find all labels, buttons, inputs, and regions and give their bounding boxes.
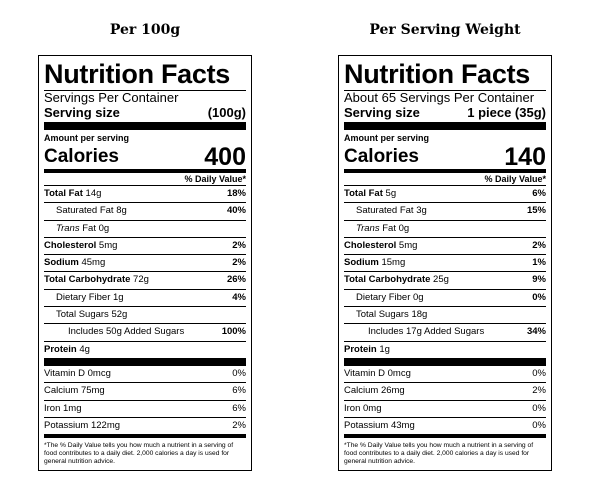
serving-size-row: Serving size 1 piece (35g) — [344, 105, 546, 120]
amount-per-serving: Amount per serving — [344, 133, 430, 143]
vitamin-row-potassium: Potassium 122mg 2% — [44, 416, 246, 434]
serving-size-value: (100g) — [207, 105, 246, 120]
calories-value: 400 — [204, 143, 246, 171]
nutrient-row-trans-fat: Trans Fat 0g — [344, 219, 546, 237]
nutrient-row-total-fat: Total Fat 14g 18% — [44, 185, 246, 202]
calories-label: Calories — [44, 146, 119, 167]
calories-row: Calories 400 — [44, 143, 246, 171]
nutrient-row-sodium: Sodium 15mg 1% — [344, 254, 546, 271]
serving-size-label: Serving size — [44, 105, 120, 120]
nutrition-label-per-100g: Nutrition Facts Servings Per Container S… — [38, 55, 252, 471]
daily-value-header: % Daily Value* — [484, 174, 546, 184]
vitamin-row-iron: Iron 0mg 0% — [344, 399, 546, 417]
footnote: *The % Daily Value tells you how much a … — [344, 442, 534, 466]
label-title: Nutrition Facts — [44, 59, 231, 89]
vitamin-row-calcium: Calcium 26mg 2% — [344, 382, 546, 399]
nutrient-row-added-sugars: Includes 50g Added Sugars 100% — [44, 323, 246, 340]
nutrient-row-fiber: Dietary Fiber 1g 4% — [44, 288, 246, 306]
footnote: *The % Daily Value tells you how much a … — [44, 442, 234, 466]
nutrient-row-total-fat: Total Fat 5g 6% — [344, 185, 546, 202]
vitamin-row-calcium: Calcium 75mg 6% — [44, 382, 246, 399]
vitamin-row-vitamin-d: Vitamin D 0mcg 0% — [344, 367, 546, 379]
nutrient-row-trans-fat: Trans Fat 0g — [44, 219, 246, 237]
nutrient-row-fiber: Dietary Fiber 0g 0% — [344, 288, 546, 306]
amount-per-serving: Amount per serving — [44, 133, 130, 143]
servings-per-container: Servings Per Container — [44, 90, 179, 105]
serving-size-label: Serving size — [344, 105, 420, 120]
nutrient-row-added-sugars: Includes 17g Added Sugars 34% — [344, 323, 546, 340]
calories-label: Calories — [344, 146, 419, 167]
servings-per-container: About 65 Servings Per Container — [344, 90, 535, 105]
nutrient-row-protein: Protein 1g — [344, 340, 546, 358]
calories-value: 140 — [504, 143, 546, 171]
nutrient-row-sodium: Sodium 45mg 2% — [44, 254, 246, 271]
vitamin-row-potassium: Potassium 43mg 0% — [344, 416, 546, 434]
daily-value-header: % Daily Value* — [184, 174, 246, 184]
nutrient-row-protein: Protein 4g — [44, 340, 246, 358]
nutrient-row-carbohydrate: Total Carbohydrate 25g 9% — [344, 271, 546, 288]
right-heading: Per Serving Weight — [369, 22, 521, 38]
nutrient-row-sugars: Total Sugars 52g — [44, 306, 246, 323]
label-title: Nutrition Facts — [344, 59, 531, 89]
nutrient-row-cholesterol: Cholesterol 5mg 2% — [44, 236, 246, 254]
serving-size-row: Serving size (100g) — [44, 105, 246, 120]
nutrient-row-saturated-fat: Saturated Fat 3g 15% — [344, 202, 546, 219]
vitamin-row-vitamin-d: Vitamin D 0mcg 0% — [44, 367, 246, 379]
vitamin-row-iron: Iron 1mg 6% — [44, 399, 246, 417]
nutrient-row-saturated-fat: Saturated Fat 8g 40% — [44, 202, 246, 219]
left-heading: Per 100g — [109, 22, 181, 38]
serving-size-value: 1 piece (35g) — [467, 105, 546, 120]
calories-row: Calories 140 — [344, 143, 546, 171]
nutrient-row-sugars: Total Sugars 18g — [344, 306, 546, 323]
nutrient-row-cholesterol: Cholesterol 5mg 2% — [344, 236, 546, 254]
nutrient-row-carbohydrate: Total Carbohydrate 72g 26% — [44, 271, 246, 288]
nutrition-label-per-serving: Nutrition Facts About 65 Servings Per Co… — [338, 55, 552, 471]
